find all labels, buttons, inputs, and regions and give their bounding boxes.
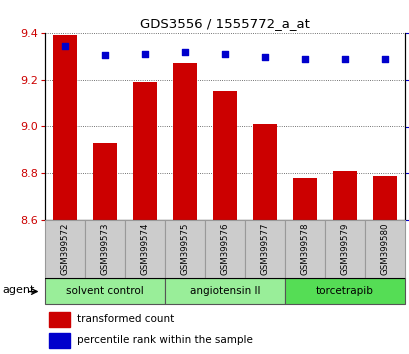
Point [221,51,228,56]
Point [341,56,347,62]
Text: GSM399573: GSM399573 [100,223,109,275]
Point [381,56,387,62]
Bar [284,278,404,304]
Text: GSM399580: GSM399580 [380,223,389,275]
Text: GSM399577: GSM399577 [260,223,269,275]
Bar [133,82,157,220]
Text: angiotensin II: angiotensin II [189,286,260,296]
Bar [125,220,164,278]
Bar [372,176,396,220]
Bar [324,220,364,278]
Bar [173,63,196,220]
Bar [284,220,324,278]
Bar [213,91,236,220]
Bar [252,124,276,220]
Point [62,43,68,49]
Text: GSM399572: GSM399572 [61,223,70,275]
Point [181,49,188,55]
Bar [49,333,70,348]
Text: GSM399578: GSM399578 [300,223,309,275]
Text: percentile rank within the sample: percentile rank within the sample [77,335,253,346]
Point [101,53,108,58]
Bar [164,278,284,304]
Text: agent: agent [2,285,34,295]
Title: GDS3556 / 1555772_a_at: GDS3556 / 1555772_a_at [140,17,309,30]
Text: GSM399576: GSM399576 [220,223,229,275]
Bar [292,178,316,220]
Text: transformed count: transformed count [77,314,174,324]
Bar [45,278,164,304]
Bar [85,220,125,278]
Bar [164,220,204,278]
Bar [93,143,117,220]
Bar [364,220,404,278]
Bar [53,35,77,220]
Point [261,55,267,60]
Bar [245,220,284,278]
Bar [45,220,85,278]
Text: solvent control: solvent control [66,286,144,296]
Bar [49,312,70,327]
Text: GSM399579: GSM399579 [339,223,348,275]
Text: GSM399574: GSM399574 [140,223,149,275]
Text: GSM399575: GSM399575 [180,223,189,275]
Bar [204,220,245,278]
Point [142,51,148,56]
Bar [332,171,356,220]
Point [301,56,308,62]
Text: torcetrapib: torcetrapib [315,286,373,296]
